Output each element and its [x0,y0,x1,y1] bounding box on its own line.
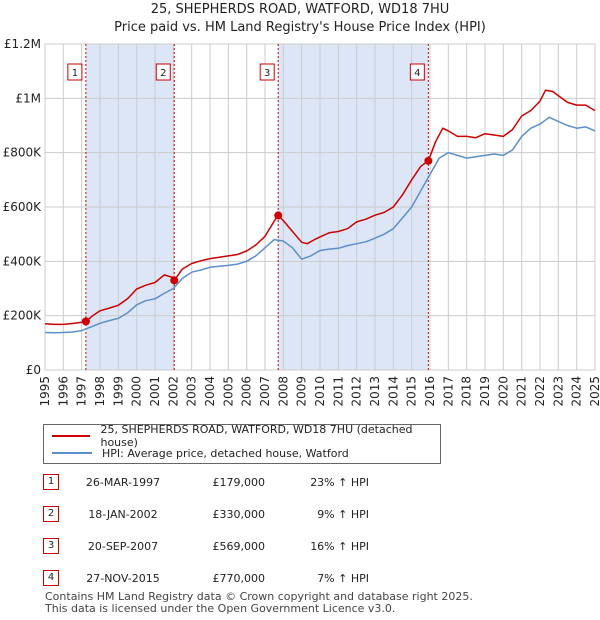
x-tick-label: 2021 [515,376,529,407]
sale-marker-dot [170,276,179,285]
x-tick-label: 2022 [533,376,547,407]
x-tick-label: 2018 [460,376,474,407]
x-tick-label: 2003 [185,376,199,407]
chart-series [44,89,596,334]
sale-row: 3 20-SEP-2007 £569,000 16% ↑ HPI [43,536,563,556]
x-tick-label: 2006 [240,376,254,407]
x-tick-label: 1998 [93,376,107,407]
x-tick-label: 2017 [441,376,455,407]
legend-label-property: 25, SHEPHERDS ROAD, WATFORD, WD18 7HU (d… [100,423,413,449]
x-tick-label: 2000 [130,376,144,407]
sale-price: £330,000 [212,508,266,521]
sale-marker-badge [409,63,425,81]
sale-marker-label: 4 [414,68,420,79]
y-axis-ticks: £0 £200K £400K £600K £800K £1M £1.2M [3,37,43,377]
sale-marker-label: 3 [264,68,270,79]
x-tick-label: 2025 [588,376,600,407]
sale-hpi-change: 23% ↑ HPI [310,476,369,489]
property-price-line [44,89,596,326]
sale-date: 26-MAR-1997 [85,476,161,489]
legend-swatch-property [52,435,91,437]
y-tick-label: £1M [15,91,41,105]
sale-hpi-change: 16% ↑ HPI [310,540,369,553]
x-tick-label: 2005 [221,376,235,407]
chart-legend: 25, SHEPHERDS ROAD, WATFORD, WD18 7HU (d… [43,423,441,464]
x-tick-label: 2004 [203,376,217,407]
x-tick-label: 2014 [386,376,400,407]
y-tick-label: £0 [26,363,41,377]
sale-price: £569,000 [212,540,266,553]
sale-markers: 1 2 3 4 [67,63,433,326]
x-tick-label: 1999 [111,376,125,407]
sale-marker-badge [259,63,275,81]
sale-date: 20-SEP-2007 [87,540,159,553]
sale-marker-badge [67,63,83,81]
sale-number-badge: 3 [43,538,59,554]
x-tick-label: 2007 [258,376,272,407]
x-tick-label: 2012 [350,376,364,407]
x-tick-label: 2010 [313,376,327,407]
sale-row: 2 18-JAN-2002 £330,000 9% ↑ HPI [43,504,563,524]
x-tick-label: 2001 [148,376,162,407]
sale-hpi-change: 9% ↑ HPI [317,508,369,521]
x-tick-label: 2023 [551,376,565,407]
x-tick-label: 2013 [368,376,382,407]
sale-row: 1 26-MAR-1997 £179,000 23% ↑ HPI [43,472,563,492]
sale-marker-dot [81,317,90,326]
legend-item-hpi: HPI: Average price, detached house, Watf… [52,445,349,461]
sale-number-badge: 4 [43,570,59,586]
sale-date: 18-JAN-2002 [88,508,158,521]
y-tick-label: £800K [3,146,43,160]
x-tick-label: 2019 [478,376,492,407]
x-tick-label: 2015 [405,376,419,407]
legend-label-hpi: HPI: Average price, detached house, Watf… [102,446,349,460]
sale-date: 27-NOV-2015 [86,572,160,585]
sale-price: £770,000 [212,572,266,585]
legend-item-property: 25, SHEPHERDS ROAD, WATFORD, WD18 7HU (d… [52,423,440,449]
sale-marker-label: 2 [160,68,166,79]
x-tick-label: 2008 [276,376,290,407]
x-tick-label: 1996 [56,376,70,407]
x-tick-label: 2011 [331,376,345,407]
y-tick-label: £400K [3,254,43,268]
x-axis-ticks: 1995 1996 1997 1998 1999 2000 2001 2002 2003 2004… [38,376,600,407]
y-tick-label: £600K [3,200,43,214]
hpi-line [44,116,596,334]
sale-hpi-change: 7% ↑ HPI [317,572,369,585]
sale-row: 4 27-NOV-2015 £770,000 7% ↑ HPI [43,568,563,588]
chart-subtitle: Price paid vs. HM Land Registry's House … [114,20,486,35]
x-tick-label: 1995 [38,376,52,407]
x-tick-label: 2002 [166,376,180,407]
footer-licence: This data is licensed under the Open Gov… [45,602,396,615]
sale-price: £179,000 [212,476,266,489]
chart-title: 25, SHEPHERDS ROAD, WATFORD, WD18 7HU [150,2,450,17]
x-tick-label: 1997 [75,376,89,407]
sale-marker-dot [424,156,433,165]
y-tick-label: £1.2M [4,37,41,51]
plot-area-border [44,43,596,371]
sale-marker-dot [274,211,283,220]
x-tick-label: 2020 [496,376,510,407]
footer-copyright: Contains HM Land Registry data © Crown c… [45,590,473,603]
sale-number-badge: 2 [43,506,59,522]
x-tick-label: 2016 [423,376,437,407]
x-tick-label: 2024 [570,376,584,407]
sale-marker-label: 1 [72,68,78,79]
x-tick-label: 2009 [295,376,309,407]
sale-marker-badge [155,63,171,81]
legend-swatch-hpi [52,452,92,454]
sale-number-badge: 1 [43,474,59,490]
y-tick-label: £200K [3,309,43,323]
